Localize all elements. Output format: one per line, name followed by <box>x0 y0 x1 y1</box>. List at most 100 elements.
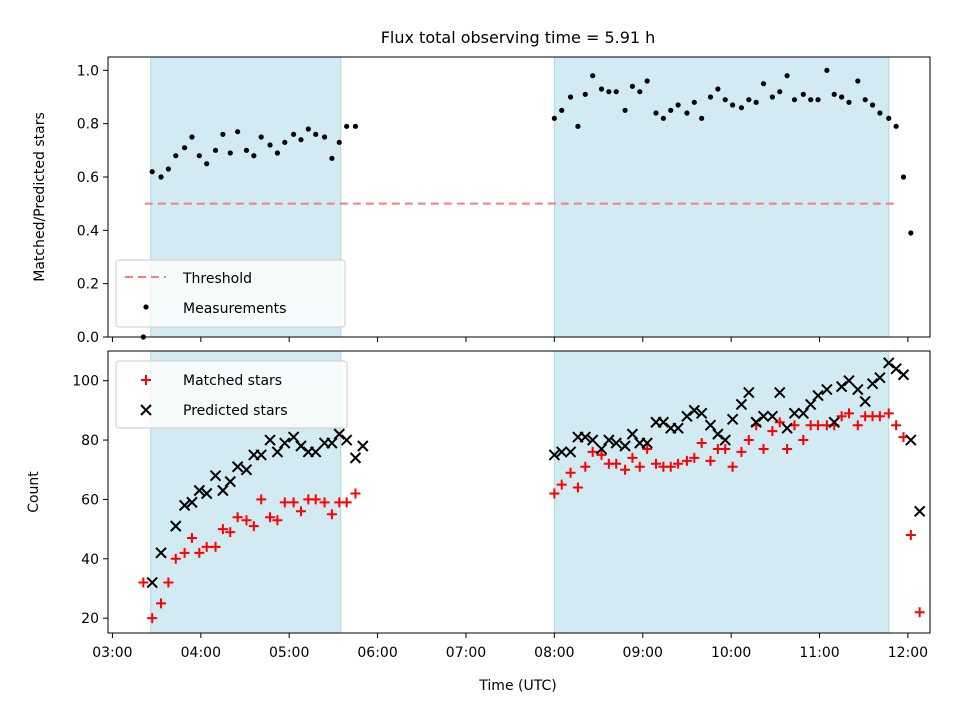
predicted-star-point <box>564 446 577 458</box>
predicted-star-point <box>579 431 591 443</box>
predicted-star-point <box>828 416 840 428</box>
predicted-star-point <box>866 377 879 390</box>
predicted-star-point <box>766 410 779 423</box>
matched-star-point <box>627 452 638 463</box>
count-points <box>138 357 926 624</box>
predicted-star-point <box>874 372 886 384</box>
predicted-star-point <box>781 422 793 434</box>
predicted-star-point <box>264 434 276 446</box>
measurement-point <box>158 174 164 180</box>
bottom-y-tick-label: 100 <box>72 374 99 390</box>
predicted-star-point <box>240 464 253 476</box>
top-y-tick-label: 0.6 <box>77 170 99 186</box>
matched-star-point <box>696 438 707 449</box>
matched-star-point <box>549 488 560 499</box>
predicted-star-point <box>757 410 770 423</box>
predicted-star-point <box>890 363 902 375</box>
predicted-star-point <box>750 416 762 428</box>
matched-star-point <box>774 417 785 428</box>
matched-star-point <box>651 458 661 469</box>
matched-star-point <box>843 408 854 419</box>
measurement-point <box>846 99 852 105</box>
matched-star-point <box>232 512 243 523</box>
measurement-point <box>855 78 861 84</box>
bottom-window-1 <box>554 351 889 633</box>
matched-star-point <box>225 527 236 538</box>
bottom-y-axis-label: Count <box>26 471 42 513</box>
measurement-point <box>598 86 605 92</box>
top-observing-windows <box>150 57 890 337</box>
measurement-point <box>877 110 883 116</box>
measurement-point <box>800 91 806 97</box>
measurement-point <box>691 99 697 105</box>
predicted-star-point <box>788 407 801 420</box>
predicted-star-point <box>178 499 191 512</box>
measurement-point <box>675 102 681 108</box>
predicted-star-point <box>735 398 748 411</box>
matched-star-point <box>782 443 793 454</box>
x-tick-label: 10:00 <box>711 645 751 661</box>
measurement-point <box>831 91 837 97</box>
measurement-point <box>769 94 775 100</box>
predicted-star-point <box>586 434 599 446</box>
predicted-star-point <box>712 428 724 440</box>
measurement-point <box>753 99 759 105</box>
top-y-tick-label: 0.4 <box>77 223 99 239</box>
x-tick-label: 09:00 <box>623 645 663 661</box>
matched-star-point <box>874 411 885 422</box>
count-panel: 20 40 60 80 100 03:00 04:00 05:00 06:00 07:00 08:… <box>26 350 931 694</box>
top-y-tick-label: 1.0 <box>77 63 99 79</box>
measurement-point <box>707 94 714 100</box>
matched-star-point <box>147 613 158 624</box>
matched-star-point <box>587 446 598 457</box>
predicted-star-point <box>797 407 810 420</box>
measurement-point <box>305 126 311 132</box>
x-tick-label: 06:00 <box>357 645 397 661</box>
bottom-y-tick-label: 60 <box>81 492 99 508</box>
predicted-star-point <box>743 386 755 399</box>
predicted-star-point <box>619 440 631 452</box>
predicted-star-point <box>186 496 198 509</box>
measurement-point <box>668 107 674 113</box>
matched-star-point <box>611 458 622 469</box>
legend-matched-label: Matched stars <box>183 373 282 389</box>
matched-star-point <box>565 467 576 478</box>
measurement-point <box>182 145 188 151</box>
matched-star-point <box>217 524 228 535</box>
x-tick-label: 08:00 <box>534 645 574 661</box>
predicted-star-point <box>340 434 353 446</box>
measurement-point <box>567 94 574 100</box>
matched-star-point <box>310 494 321 505</box>
measurement-point <box>869 102 876 108</box>
matched-star-point <box>256 494 267 505</box>
predicted-star-point <box>357 440 369 452</box>
predicted-star-point <box>224 475 236 488</box>
matched-star-point <box>326 509 337 520</box>
matched-star-point <box>798 435 809 446</box>
predicted-star-point <box>603 434 615 446</box>
matched-star-point <box>620 464 631 475</box>
predicted-star-point <box>231 461 244 473</box>
legend-matched-swatch <box>141 375 151 385</box>
matched-star-point <box>295 506 306 517</box>
matched-star-point <box>736 446 747 457</box>
measurement-point <box>344 123 350 129</box>
measurement-point <box>274 150 281 156</box>
predicted-star-point <box>695 407 708 420</box>
top-y-tick-label: 0.0 <box>77 330 99 346</box>
predicted-star-point <box>859 395 871 408</box>
x-tick-label: 11:00 <box>799 645 839 661</box>
measurement-point <box>815 97 821 103</box>
predicted-star-point <box>200 487 213 500</box>
x-axis-label: Time (UTC) <box>478 678 556 694</box>
chart-title: Flux total observing time = 5.91 h <box>381 28 656 47</box>
matched-star-point <box>673 458 684 469</box>
predicted-star-point <box>217 484 229 497</box>
predicted-star-point <box>897 369 910 381</box>
matched-star-point <box>319 497 330 508</box>
measurement-point <box>196 153 202 159</box>
predicted-star-point <box>641 437 653 449</box>
legend-measurement-swatch <box>143 304 149 310</box>
matched-star-point <box>210 541 221 552</box>
